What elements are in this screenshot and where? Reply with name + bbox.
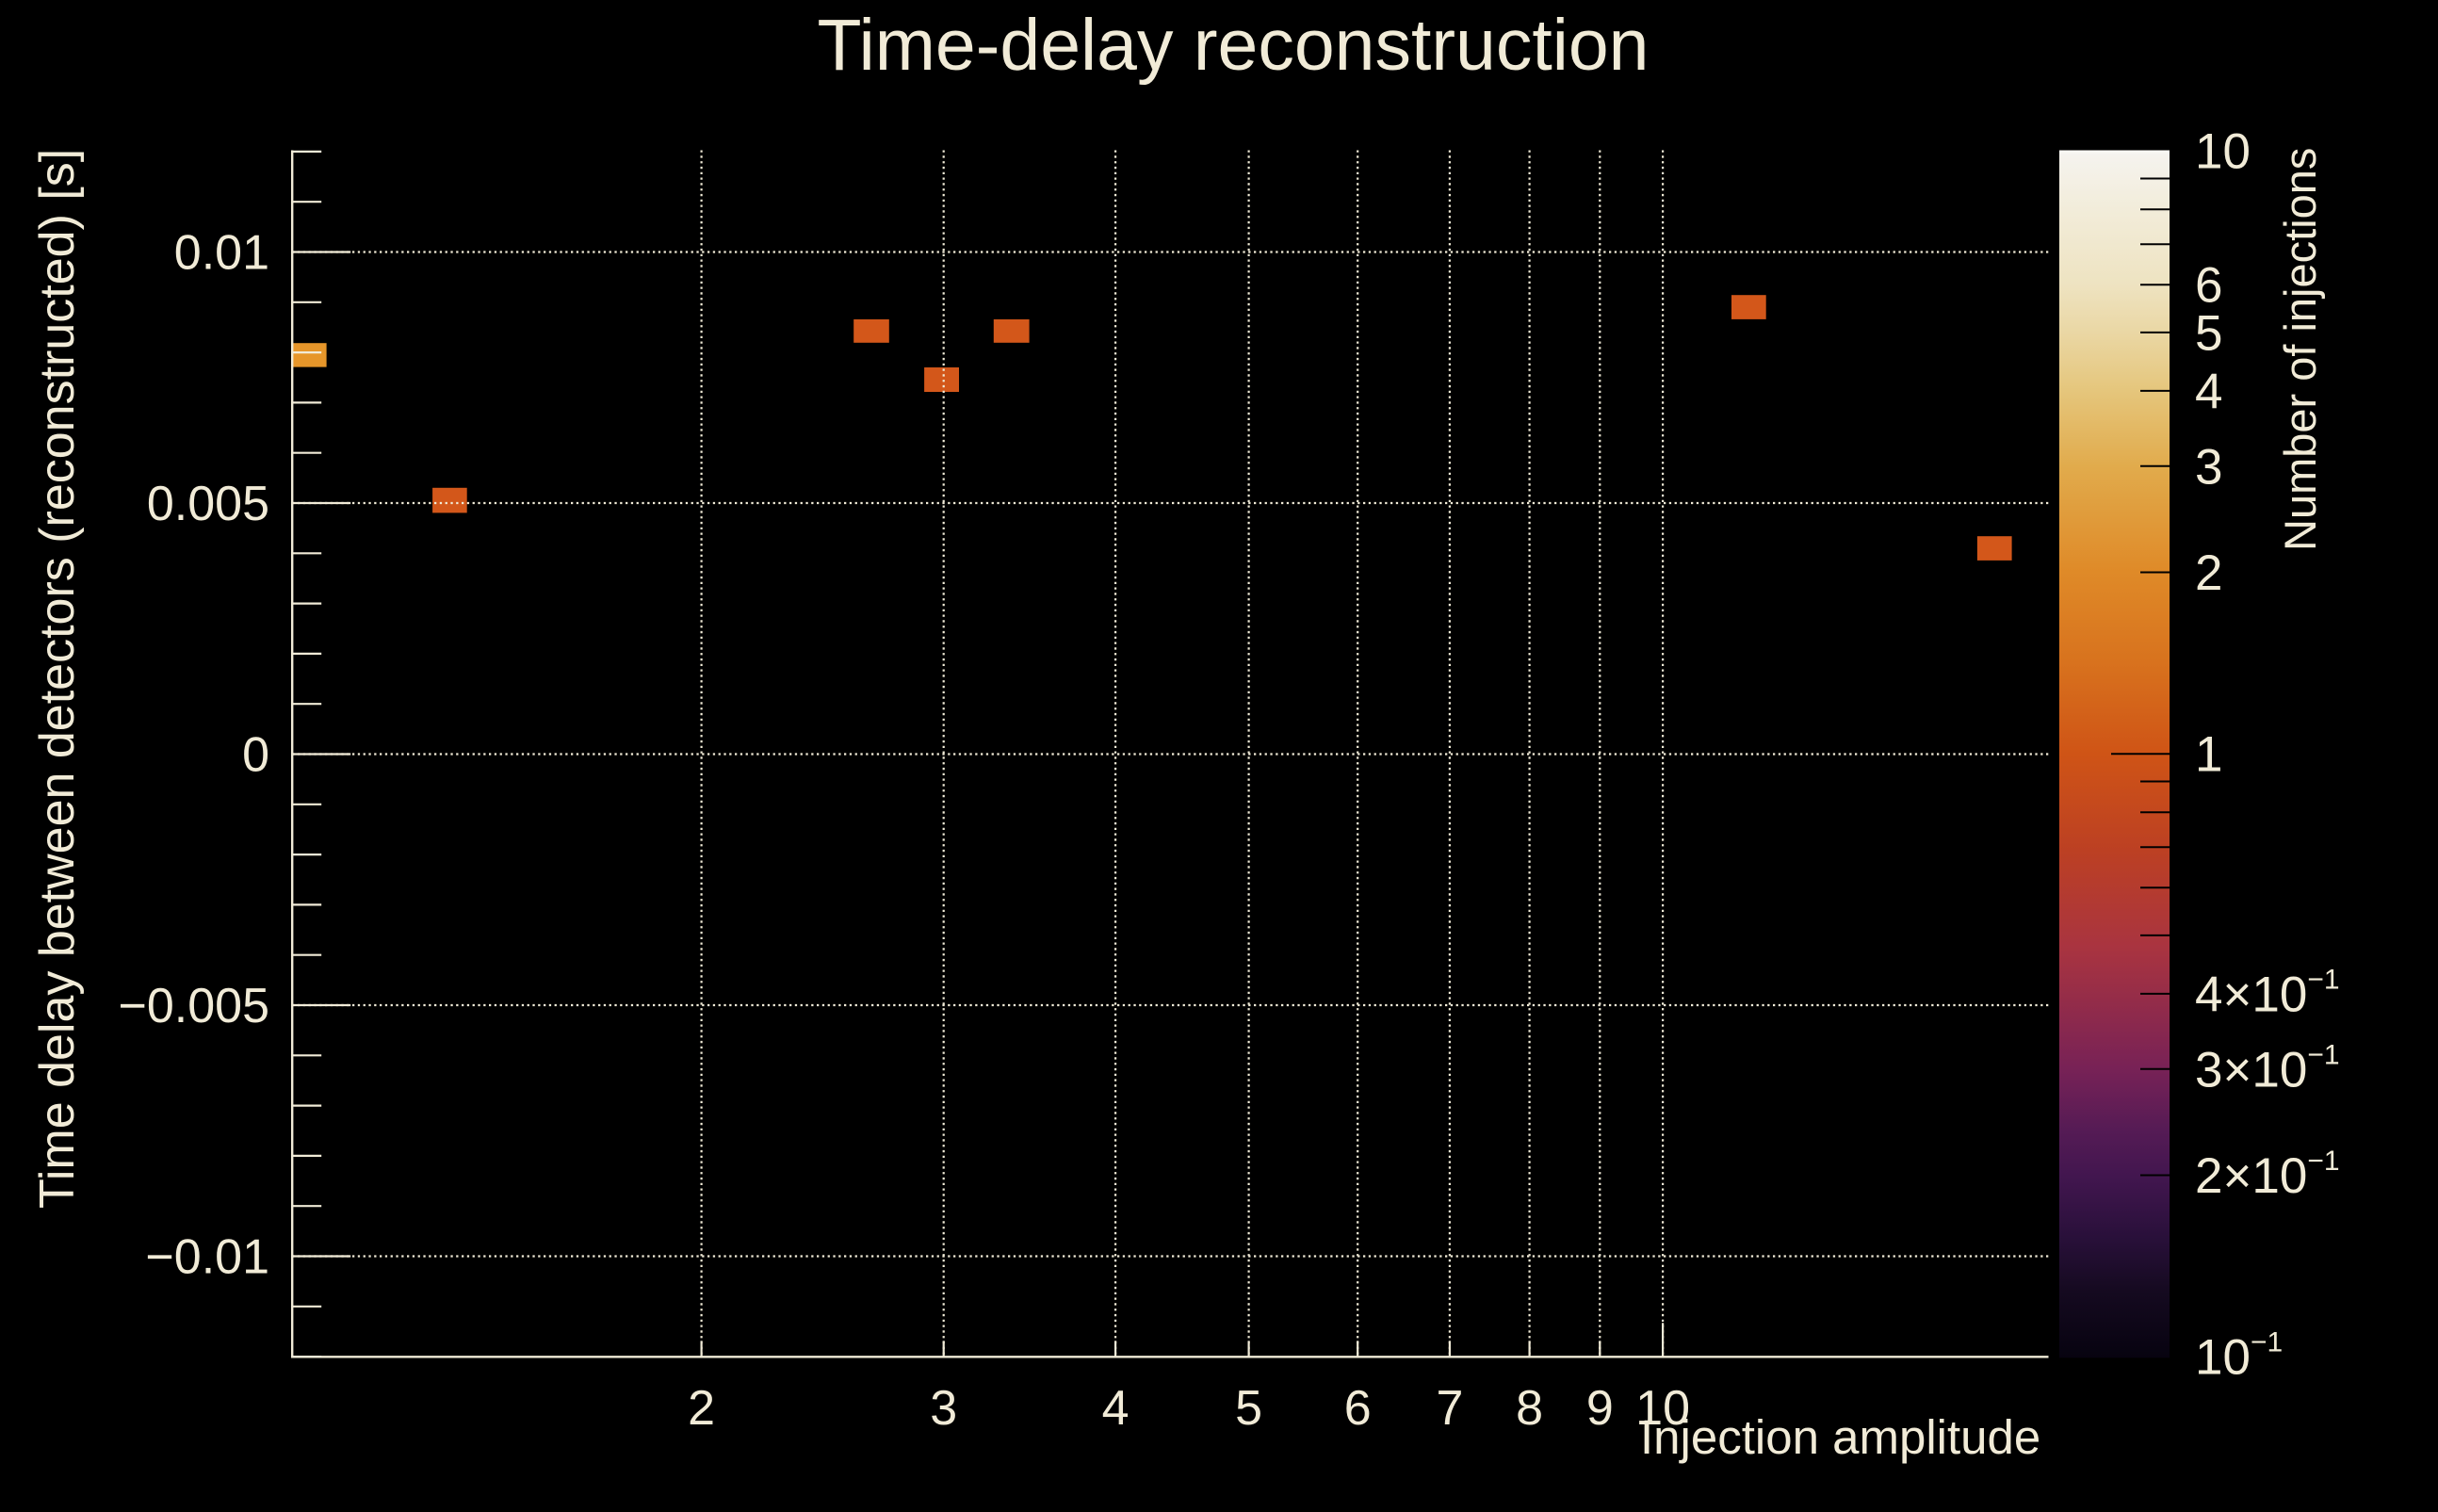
svg-text:4: 4	[1102, 1381, 1130, 1436]
svg-text:Time-delay reconstruction: Time-delay reconstruction	[818, 5, 1650, 86]
svg-text:5: 5	[1235, 1381, 1262, 1436]
svg-text:2: 2	[688, 1381, 715, 1436]
svg-text:3: 3	[930, 1381, 957, 1436]
svg-text:Time delay between detectors (: Time delay between detectors (reconstruc…	[30, 149, 85, 1209]
svg-text:10: 10	[2195, 124, 2251, 180]
svg-text:3: 3	[2195, 439, 2222, 495]
svg-text:10: 10	[1635, 1381, 1690, 1436]
svg-text:−0.005: −0.005	[119, 979, 270, 1033]
svg-text:6: 6	[2195, 258, 2222, 314]
svg-text:0.01: 0.01	[174, 226, 269, 281]
svg-text:5: 5	[2195, 305, 2222, 361]
svg-text:8: 8	[1516, 1381, 1543, 1436]
svg-text:1: 1	[2195, 727, 2222, 783]
svg-text:7: 7	[1436, 1381, 1463, 1436]
svg-text:Number of injections: Number of injections	[2275, 148, 2325, 551]
svg-text:6: 6	[1344, 1381, 1372, 1436]
svg-text:Injection amplitude: Injection amplitude	[1640, 1410, 2040, 1464]
svg-text:9: 9	[1586, 1381, 1614, 1436]
svg-text:4: 4	[2195, 364, 2222, 419]
svg-text:2: 2	[2195, 545, 2222, 601]
svg-text:0.005: 0.005	[147, 477, 269, 531]
svg-text:0: 0	[242, 728, 269, 783]
svg-text:−0.01: −0.01	[145, 1230, 269, 1285]
